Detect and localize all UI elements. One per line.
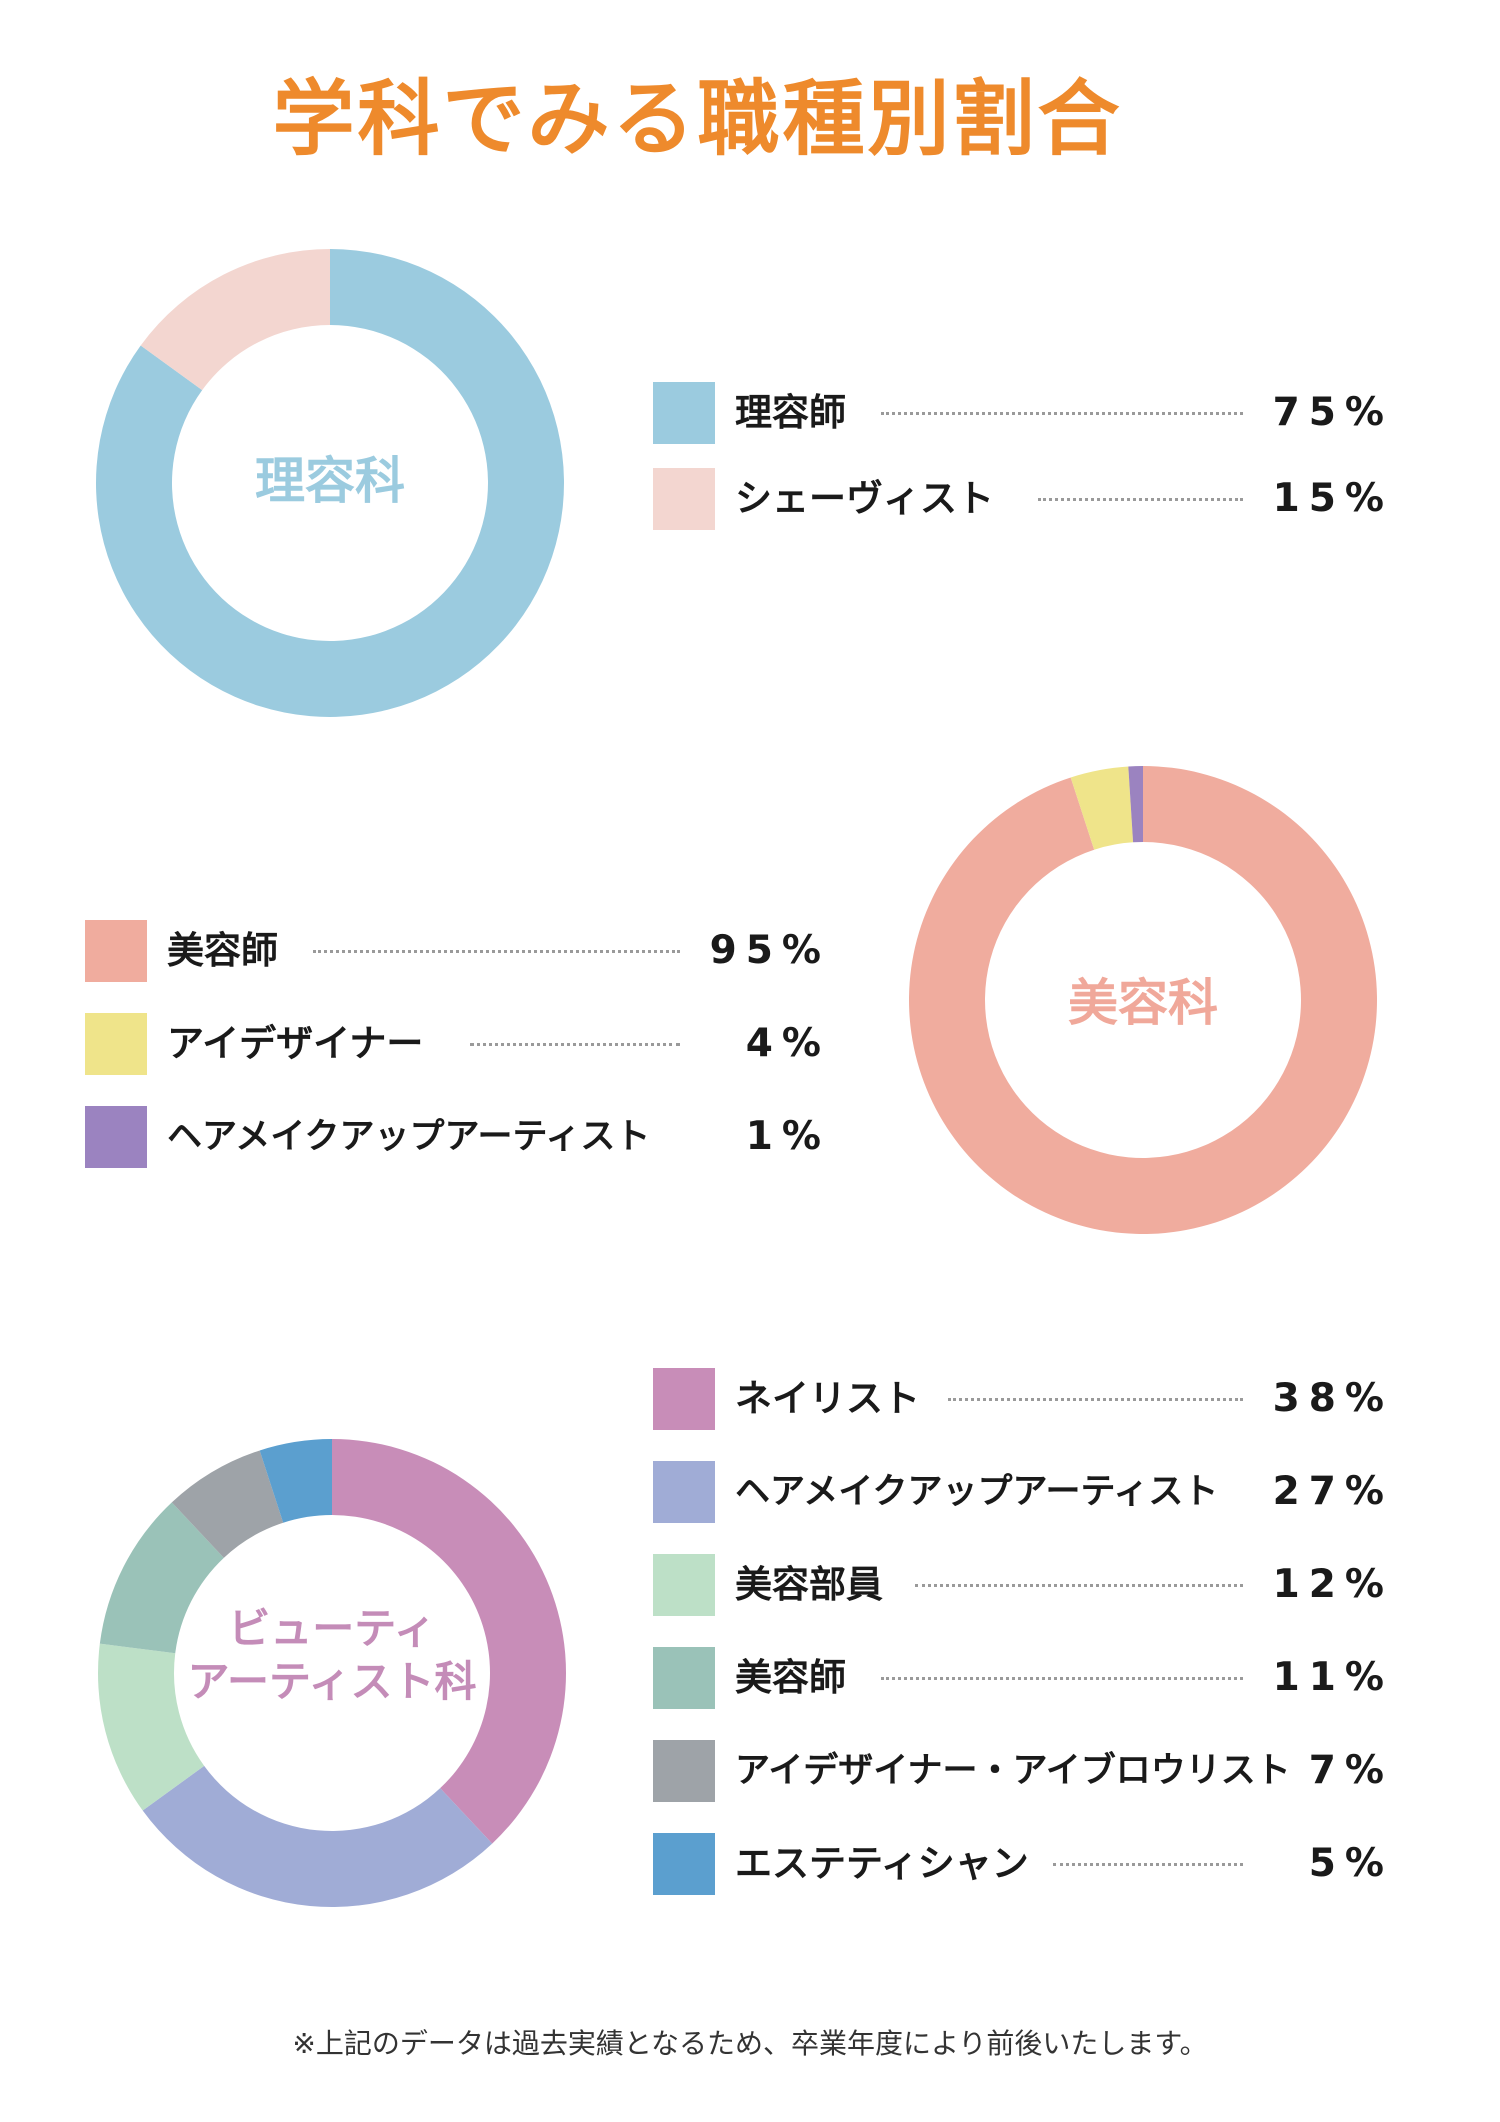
legend-percent: 5% [1308, 1841, 1393, 1886]
legend-percent: 4% [745, 1021, 830, 1066]
legend-item: ヘアメイクアップアーティスト 1% [85, 1106, 830, 1168]
donut-center-label: 理容科 [255, 452, 405, 510]
legend-riyouka: 理容師 75% シェーヴィスト 15% [653, 382, 1393, 532]
legend-percent: 7% [1308, 1748, 1393, 1793]
legend-swatch [653, 1554, 715, 1616]
donut-segment [98, 1643, 205, 1811]
legend-label: 理容師 [735, 391, 846, 434]
donut-chart-beauty-artist [98, 1439, 566, 1907]
leader-dots [1038, 498, 1243, 501]
legend-item: アイデザイナー 4% [85, 1013, 830, 1075]
legend-item: シェーヴィスト 15% [653, 468, 1393, 530]
legend-beauty-artist: ネイリスト 38% ヘアメイクアップアーティスト 27% 美容部員 12% 美容… [653, 1368, 1393, 1898]
legend-item: 美容師 11% [653, 1647, 1393, 1709]
donut-segment [1070, 766, 1134, 850]
legend-label: ヘアメイクアップアーティスト [167, 1117, 651, 1157]
legend-label: アイデザイナー・アイブロウリスト [735, 1751, 1291, 1791]
legend-label: シェーヴィスト [735, 477, 994, 520]
legend-percent: 15% [1272, 476, 1393, 521]
legend-item: ネイリスト 38% [653, 1368, 1393, 1430]
legend-label: 美容師 [735, 1656, 846, 1699]
legend-percent: 38% [1272, 1376, 1393, 1421]
donut-segment [142, 1765, 493, 1907]
legend-item: エステティシャン 5% [653, 1833, 1393, 1895]
leader-dots [881, 1677, 1243, 1680]
legend-label: アイデザイナー [167, 1022, 424, 1065]
legend-percent: 12% [1272, 1562, 1393, 1607]
donut-segment [909, 766, 1377, 1234]
legend-label: ネイリスト [735, 1377, 920, 1420]
leader-dots [470, 1043, 680, 1046]
legend-swatch [85, 1106, 147, 1168]
legend-swatch [653, 1740, 715, 1802]
legend-label: 美容師 [167, 929, 278, 972]
legend-biyouka: 美容師 95% アイデザイナー 4% ヘアメイクアップアーティスト 1% [85, 920, 830, 1170]
donut-segment [140, 249, 330, 391]
legend-percent: 1% [745, 1114, 830, 1159]
legend-swatch [85, 1013, 147, 1075]
legend-item: アイデザイナー・アイブロウリスト 7% [653, 1740, 1393, 1802]
legend-percent: 27% [1272, 1469, 1393, 1514]
legend-item: 美容部員 12% [653, 1554, 1393, 1616]
legend-percent: 75% [1272, 390, 1393, 435]
legend-item: ヘアメイクアップアーティスト 27% [653, 1461, 1393, 1523]
leader-dots [915, 1584, 1243, 1587]
leader-dots [1053, 1863, 1243, 1866]
legend-label: エステティシャン [735, 1842, 1029, 1885]
leader-dots [313, 950, 680, 953]
legend-swatch [85, 920, 147, 982]
donut-center-label: 美容科 [1068, 974, 1218, 1032]
legend-swatch [653, 1647, 715, 1709]
legend-item: 理容師 75% [653, 382, 1393, 444]
donut-segment [171, 1450, 284, 1558]
legend-swatch [653, 382, 715, 444]
donut-segment [1128, 766, 1143, 843]
legend-swatch [653, 1833, 715, 1895]
donut-segment [259, 1439, 332, 1523]
page-title: 学科でみる職種別割合 [272, 72, 1123, 167]
leader-dots [948, 1398, 1243, 1401]
donut-center-label: ビューティ アーティスト科 [187, 1604, 477, 1706]
legend-label: ヘアメイクアップアーティスト [735, 1472, 1219, 1512]
donut-segment [99, 1502, 224, 1654]
donut-segment [96, 249, 564, 717]
donut-segment [332, 1439, 566, 1844]
legend-swatch [653, 468, 715, 530]
legend-swatch [653, 1368, 715, 1430]
legend-item: 美容師 95% [85, 920, 830, 982]
legend-swatch [653, 1461, 715, 1523]
donut-chart-biyouka [909, 766, 1377, 1234]
legend-percent: 95% [709, 928, 830, 973]
donut-chart-riyouka [96, 249, 564, 717]
legend-percent: 11% [1272, 1655, 1393, 1700]
footnote: ※上記のデータは過去実績となるため、卒業年度により前後いたします。 [292, 2027, 1208, 2060]
leader-dots [881, 412, 1243, 415]
legend-label: 美容部員 [735, 1563, 883, 1606]
